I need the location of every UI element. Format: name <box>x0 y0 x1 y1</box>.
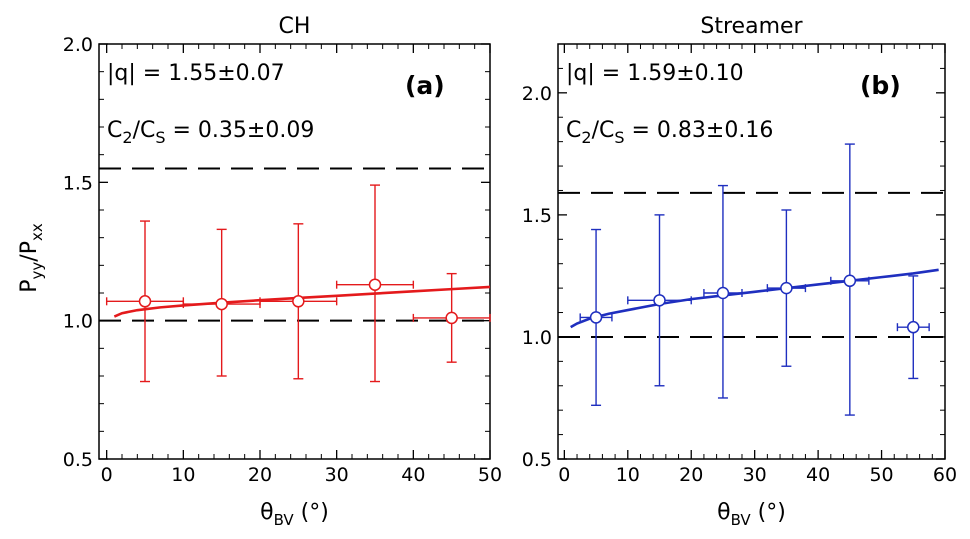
y-tick-label: 1.0 <box>63 311 93 333</box>
x-tick-label: 40 <box>806 464 830 486</box>
data-marker <box>780 281 793 295</box>
data-point <box>412 272 491 363</box>
y-tick-label: 2.0 <box>522 83 552 105</box>
c-annotation-a: C <box>566 118 581 143</box>
x-tick-label: 0 <box>558 464 570 486</box>
c-annotation-rest: = 0.35±0.09 <box>166 118 315 143</box>
c-annotation-b-sub: S <box>155 128 165 147</box>
x-axis-label-main: θ <box>260 500 273 525</box>
data-point <box>830 143 870 416</box>
data-point <box>335 184 415 383</box>
c-annotation-a: C <box>107 118 122 143</box>
c-annotation-a-sub: 2 <box>122 128 132 147</box>
data-point <box>627 214 692 387</box>
data-point <box>579 228 613 406</box>
c-annotation-rest: = 0.83±0.16 <box>625 118 774 143</box>
axes-frame <box>98 43 491 460</box>
data-marker <box>589 311 603 324</box>
y-tick-label: 0.5 <box>63 449 93 471</box>
data-marker <box>907 320 920 334</box>
x-tick-label: 50 <box>478 464 502 486</box>
data-point <box>703 184 743 399</box>
y-tick-label: 1.5 <box>63 172 93 194</box>
x-tick-label: 0 <box>101 464 113 486</box>
x-tick-label: 20 <box>679 464 703 486</box>
y-axis-label-sub1: yy <box>28 262 46 280</box>
x-tick-label: 30 <box>325 464 349 486</box>
data-marker <box>368 278 382 291</box>
data-point <box>259 223 338 380</box>
data-point <box>182 228 261 377</box>
x-tick-label: 10 <box>171 464 195 486</box>
c-annotation-b-sub: S <box>614 128 624 147</box>
panel-streamer: Streamer 0 10 20 30 40 50 60 0.5 1.0 1.5 2.0 |q| =… <box>522 14 957 529</box>
y-tick-label: 0.5 <box>522 449 552 471</box>
panel-streamer-letter: (b) <box>860 71 901 100</box>
y-axis-label-slash: /P <box>17 241 42 262</box>
data-marker <box>292 295 305 308</box>
x-axis-label-sub: BV <box>274 511 295 529</box>
c-annotation-b: /C <box>592 118 615 143</box>
data-marker <box>215 297 228 311</box>
panel-ch-letter: (a) <box>405 71 445 100</box>
data-marker <box>843 274 857 288</box>
y-axis-label: Pyy/Pxx <box>17 223 46 293</box>
x-axis-label-main: θ <box>717 500 730 525</box>
panel-ch-x-axis-label: θBV (°) <box>260 500 329 529</box>
panel-ch: CH 0 10 20 30 40 50 0.5 1.0 1.5 2.0 |q| = 1.55±0.… <box>63 14 502 529</box>
panel-streamer-c-annotation: C2/CS = 0.83±0.16 <box>566 118 773 147</box>
data-point <box>766 209 807 367</box>
panel-ch-plot-area: 0 10 20 30 40 50 0.5 1.0 1.5 2.0 <box>63 34 502 486</box>
axes-frame <box>557 43 946 460</box>
panel-ch-q-annotation: |q| = 1.55±0.07 <box>107 61 285 86</box>
panel-streamer-q-annotation: |q| = 1.59±0.10 <box>566 61 744 86</box>
x-tick-label: 50 <box>869 464 893 486</box>
data-marker <box>138 295 152 308</box>
c-annotation-b: /C <box>133 118 156 143</box>
data-marker <box>653 294 666 307</box>
x-tick-label: 40 <box>401 464 425 486</box>
x-tick-label: 20 <box>248 464 272 486</box>
x-tick-label: 10 <box>616 464 640 486</box>
y-tick-label: 2.0 <box>63 34 93 56</box>
panel-streamer-plot-area: 0 10 20 30 40 50 60 0.5 1.0 1.5 2.0 <box>522 43 957 486</box>
c-annotation-a-sub: 2 <box>581 128 591 147</box>
data-point <box>896 275 930 380</box>
x-axis-label-unit: (°) <box>751 500 786 525</box>
data-point <box>105 220 185 383</box>
y-tick-label: 1.0 <box>522 327 552 349</box>
y-axis-label-main: P <box>17 279 42 292</box>
x-axis-label-unit: (°) <box>294 500 329 525</box>
x-tick-label: 30 <box>743 464 767 486</box>
fit-curve <box>570 268 939 329</box>
svg-text:Pyy/Pxx: Pyy/Pxx <box>17 223 46 293</box>
data-marker <box>716 286 730 300</box>
panel-ch-title: CH <box>279 14 311 39</box>
x-tick-label: 60 <box>933 464 957 486</box>
y-axis-label-sub2: xx <box>28 223 46 241</box>
data-marker <box>445 311 458 325</box>
panel-streamer-title: Streamer <box>700 14 803 39</box>
panel-streamer-x-axis-label: θBV (°) <box>717 500 786 529</box>
y-tick-label: 1.5 <box>522 205 552 227</box>
panel-ch-c-annotation: C2/CS = 0.35±0.09 <box>107 118 314 147</box>
x-axis-label-sub: BV <box>731 511 752 529</box>
